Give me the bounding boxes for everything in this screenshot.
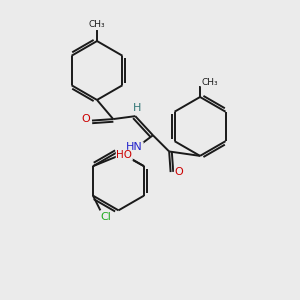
Text: HO: HO — [116, 150, 132, 160]
Text: HN: HN — [126, 142, 143, 152]
Text: H: H — [133, 103, 141, 113]
Text: CH₃: CH₃ — [201, 78, 218, 87]
Text: CH₃: CH₃ — [89, 20, 105, 29]
Text: O: O — [175, 167, 183, 177]
Text: Cl: Cl — [100, 212, 111, 222]
Text: O: O — [81, 114, 90, 124]
